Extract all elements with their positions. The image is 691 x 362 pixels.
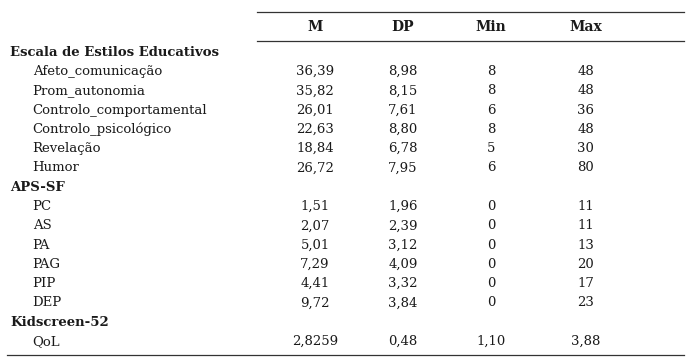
Text: 5,01: 5,01 [301,239,330,252]
Text: 23: 23 [578,296,594,309]
Text: Escala de Estilos Educativos: Escala de Estilos Educativos [10,46,219,59]
Text: 26,72: 26,72 [296,161,334,174]
Text: DEP: DEP [32,296,62,309]
Text: 8: 8 [487,65,495,78]
Text: 80: 80 [578,161,594,174]
Text: Prom_autonomia: Prom_autonomia [32,84,146,97]
Text: PIP: PIP [32,277,56,290]
Text: 11: 11 [578,200,594,213]
Text: 13: 13 [578,239,594,252]
Text: 1,96: 1,96 [388,200,418,213]
Text: 48: 48 [578,123,594,136]
Text: 1,10: 1,10 [477,335,506,348]
Text: 48: 48 [578,65,594,78]
Text: 0,48: 0,48 [388,335,417,348]
Text: 6,78: 6,78 [388,142,418,155]
Text: AS: AS [32,219,51,232]
Text: 36: 36 [578,104,594,117]
Text: 11: 11 [578,219,594,232]
Text: Min: Min [475,20,507,34]
Text: 26,01: 26,01 [296,104,334,117]
Text: 48: 48 [578,84,594,97]
Text: 0: 0 [487,277,495,290]
Text: 5: 5 [487,142,495,155]
Text: 3,88: 3,88 [571,335,600,348]
Text: 30: 30 [578,142,594,155]
Text: 36,39: 36,39 [296,65,334,78]
Text: QoL: QoL [32,335,60,348]
Text: 7,29: 7,29 [301,258,330,271]
Text: 6: 6 [487,104,495,117]
Text: 17: 17 [578,277,594,290]
Text: 20: 20 [578,258,594,271]
Text: 4,41: 4,41 [301,277,330,290]
Text: Revelação: Revelação [32,142,101,155]
Text: 22,63: 22,63 [296,123,334,136]
Text: 3,84: 3,84 [388,296,418,309]
Text: PC: PC [32,200,52,213]
Text: 0: 0 [487,258,495,271]
Text: 3,32: 3,32 [388,277,418,290]
Text: 8: 8 [487,84,495,97]
Text: 0: 0 [487,200,495,213]
Text: 2,07: 2,07 [301,219,330,232]
Text: 0: 0 [487,219,495,232]
Text: 9,72: 9,72 [301,296,330,309]
Text: 3,12: 3,12 [388,239,418,252]
Text: Controlo_comportamental: Controlo_comportamental [32,104,207,117]
Text: 6: 6 [487,161,495,174]
Text: 7,95: 7,95 [388,161,418,174]
Text: Humor: Humor [32,161,79,174]
Text: Afeto_comunicação: Afeto_comunicação [32,65,162,78]
Text: M: M [307,20,323,34]
Text: 7,61: 7,61 [388,104,418,117]
Text: 35,82: 35,82 [296,84,334,97]
Text: 8: 8 [487,123,495,136]
Text: 0: 0 [487,239,495,252]
Text: APS-SF: APS-SF [10,181,65,194]
Text: 2,8259: 2,8259 [292,335,338,348]
Text: Max: Max [569,20,603,34]
Text: PA: PA [32,239,50,252]
Text: 2,39: 2,39 [388,219,418,232]
Text: Kidscreen-52: Kidscreen-52 [10,316,109,329]
Text: 8,80: 8,80 [388,123,417,136]
Text: 18,84: 18,84 [296,142,334,155]
Text: 0: 0 [487,296,495,309]
Text: Controlo_psicológico: Controlo_psicológico [32,123,172,136]
Text: 8,15: 8,15 [388,84,417,97]
Text: DP: DP [392,20,415,34]
Text: PAG: PAG [32,258,61,271]
Text: 1,51: 1,51 [301,200,330,213]
Text: 4,09: 4,09 [388,258,418,271]
Text: 8,98: 8,98 [388,65,418,78]
